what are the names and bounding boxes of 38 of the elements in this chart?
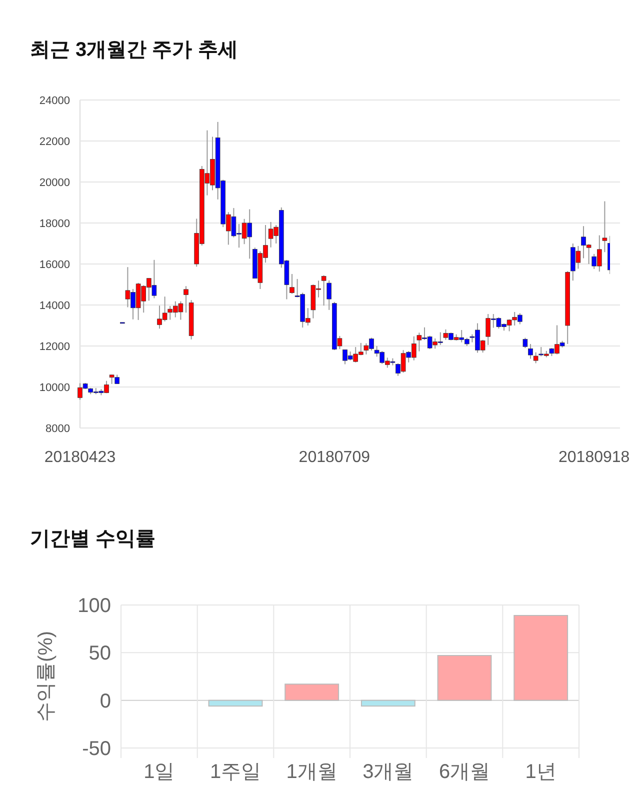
bar (284, 684, 340, 701)
y-tick-label: 18000 (39, 218, 70, 230)
bar (360, 700, 416, 707)
y-tick-label: 20000 (39, 177, 70, 189)
y-tick-label: 8000 (46, 423, 70, 435)
y-tick-label: 12000 (39, 341, 70, 353)
x-tick-label: 1년 (525, 761, 556, 783)
x-tick-label: 20180918 (558, 449, 630, 466)
candlestick (522, 337, 528, 349)
x-tick-label: 1일 (144, 761, 175, 783)
x-tick-label: 1주일 (210, 761, 262, 783)
chart-title: 최근 3개월간 주가 추세 (30, 39, 238, 61)
y-tick-label: 14000 (39, 300, 70, 312)
x-tick-label: 6개월 (438, 761, 490, 783)
y-tick-label: 50 (88, 642, 111, 665)
chart-title: 기간별 수익률 (30, 528, 156, 550)
candlestick (528, 343, 533, 360)
bar (208, 700, 263, 707)
y-tick-label: -50 (82, 738, 111, 760)
candlestick (533, 352, 538, 364)
y-tick-label: 22000 (39, 136, 70, 148)
y-tick-label: 0 (100, 690, 111, 712)
x-tick-label: 1개월 (286, 761, 338, 783)
bar (514, 614, 568, 701)
candlestick (321, 274, 326, 306)
x-tick-label: 20180423 (44, 449, 116, 466)
x-tick-label: 20180709 (298, 449, 370, 466)
y-tick-label: 24000 (39, 95, 70, 107)
y-tick-label: 16000 (39, 259, 70, 271)
candlestick (602, 200, 608, 253)
candlestick (326, 280, 332, 310)
candlestick (290, 274, 294, 294)
y-axis-title: 수익률(%) (35, 630, 57, 722)
y-tick-label: 100 (78, 595, 111, 617)
x-tick-label: 3개월 (362, 761, 414, 783)
y-tick-label: 10000 (39, 382, 70, 394)
bar (437, 655, 492, 701)
candlestick (184, 286, 188, 314)
